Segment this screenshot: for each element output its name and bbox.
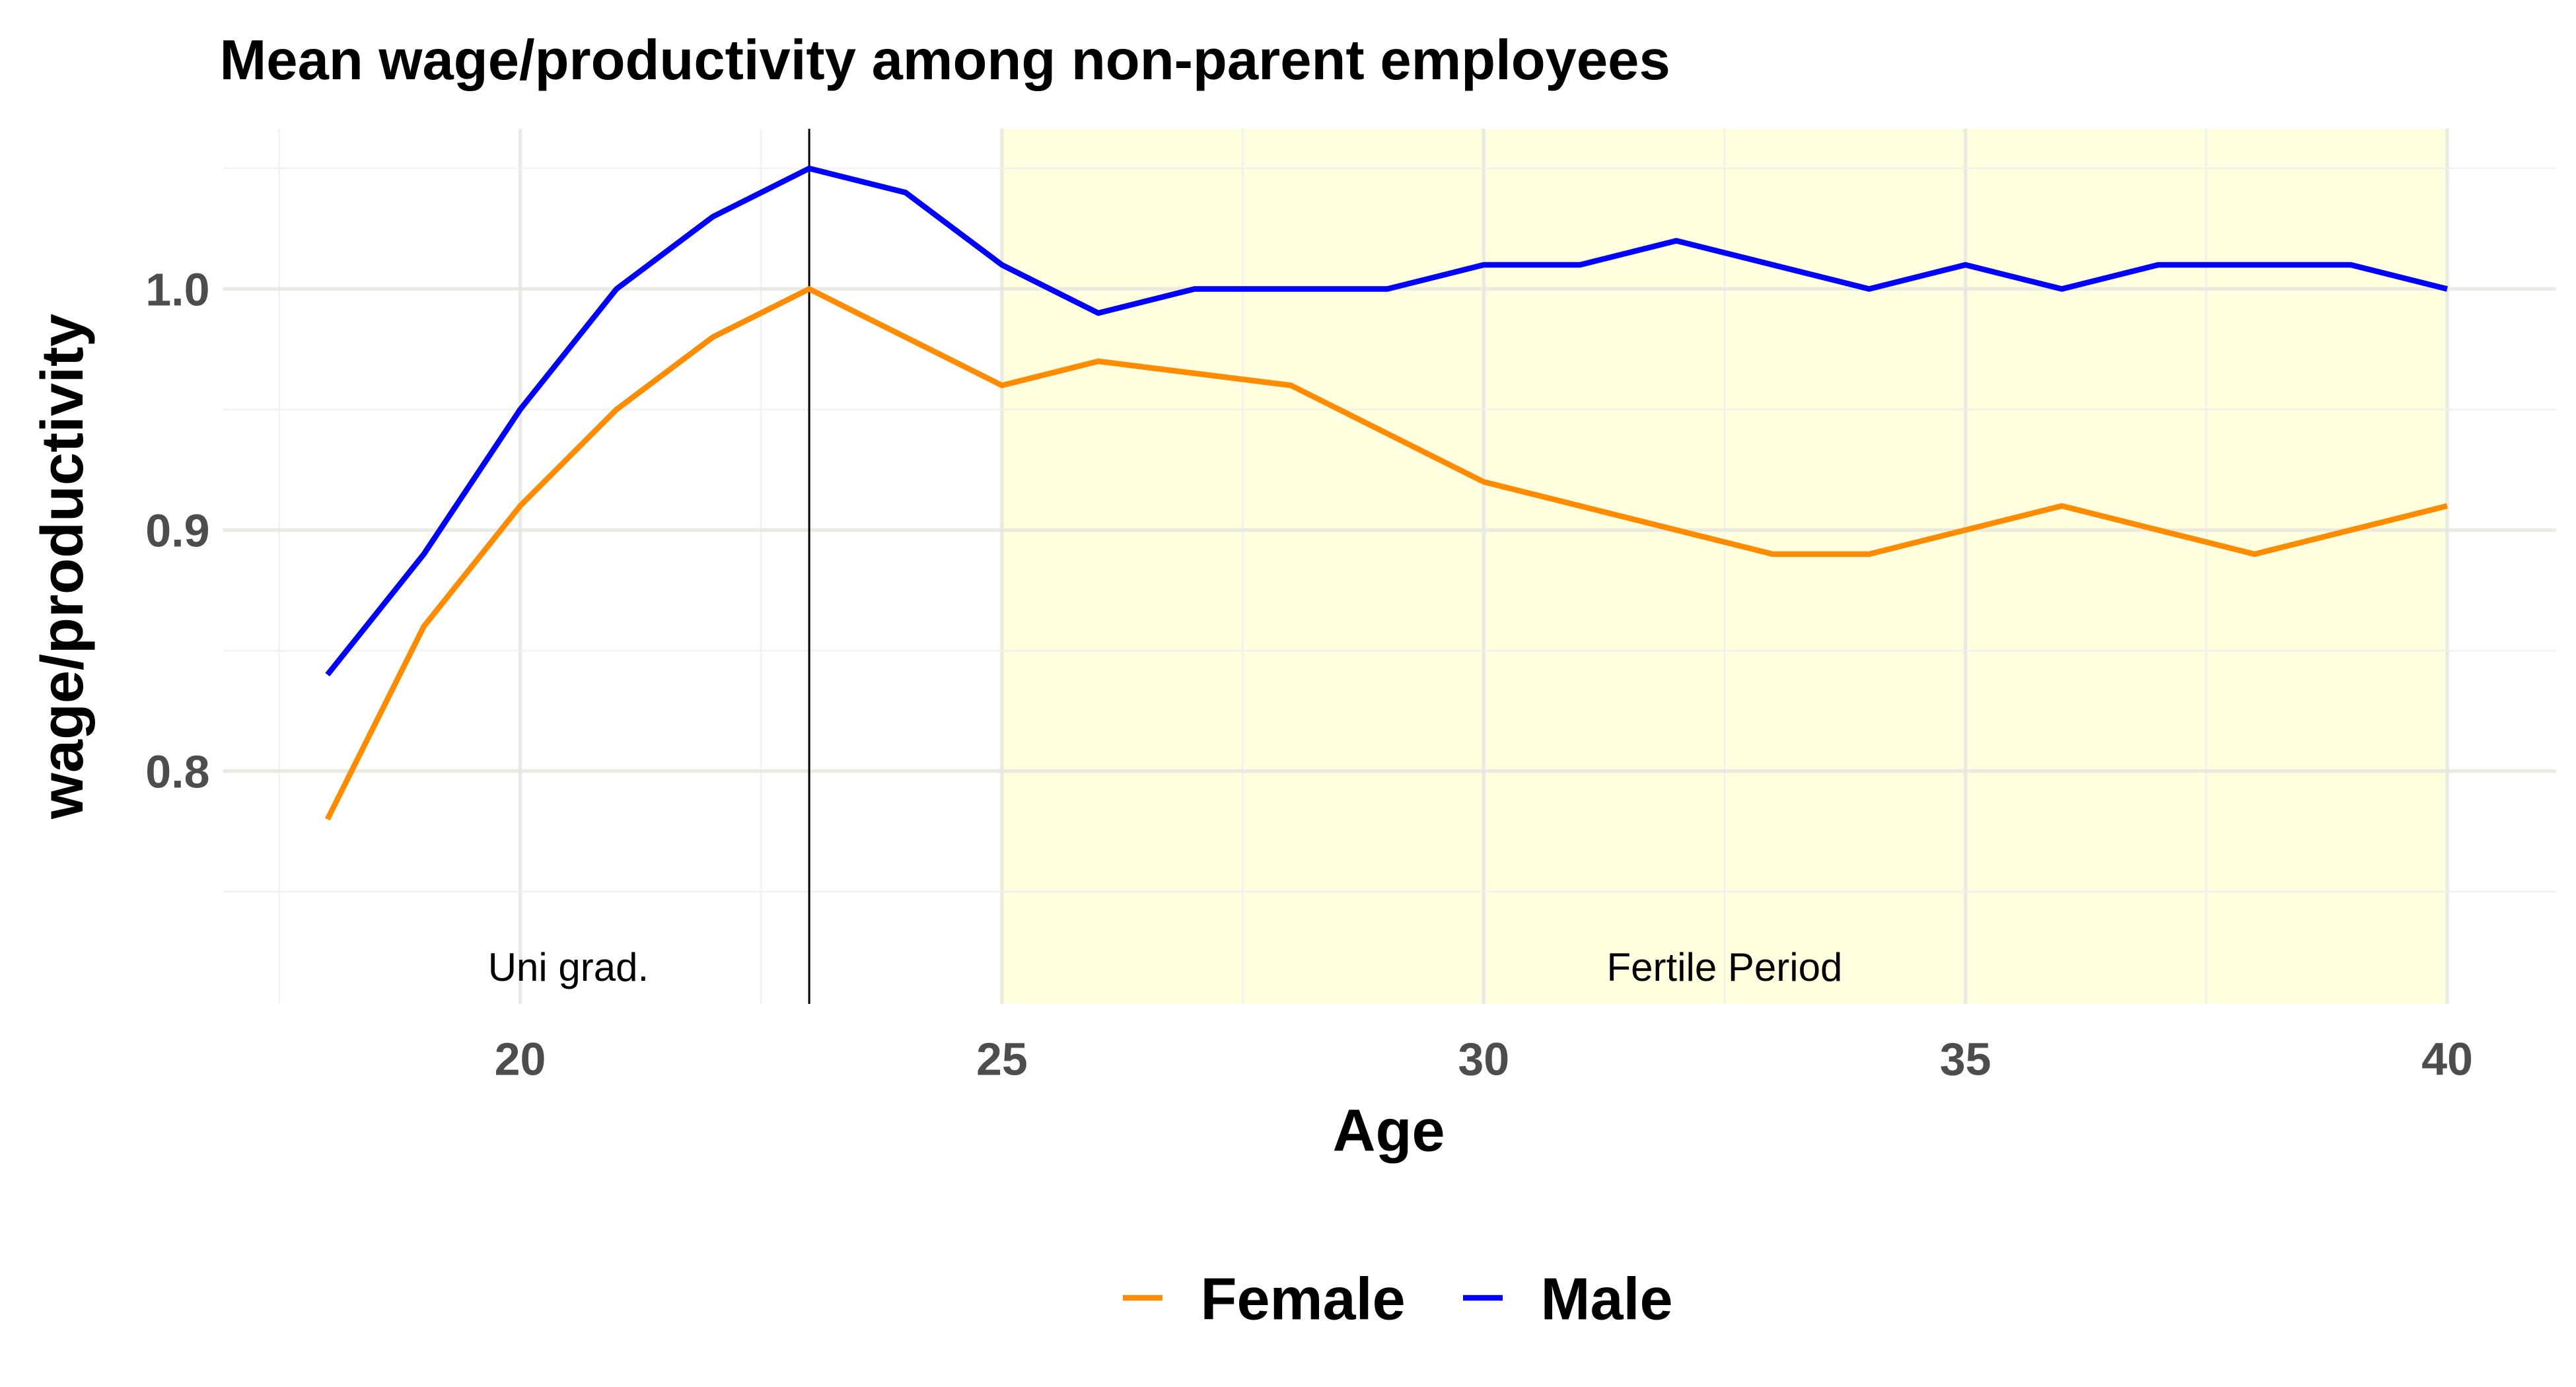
x-tick-label: 30 xyxy=(1458,1034,1509,1085)
y-axis-label: wage/productivity xyxy=(30,314,96,820)
y-tick-label: 1.0 xyxy=(145,264,209,316)
y-tick-label: 0.9 xyxy=(145,505,209,557)
series-line-male xyxy=(325,165,2449,677)
x-tick-label: 25 xyxy=(976,1034,1028,1085)
annotation-label: Fertile Period xyxy=(1607,945,1843,989)
x-axis-label: Age xyxy=(1332,1098,1445,1164)
chart-title: Mean wage/productivity among non-parent … xyxy=(220,29,1670,92)
legend: Female Male xyxy=(1123,1267,1673,1333)
y-tick-label: 0.8 xyxy=(145,746,209,798)
legend-label-female: Female xyxy=(1201,1267,1406,1333)
annotation-label: Uni grad. xyxy=(488,945,649,989)
legend-label-male: Male xyxy=(1541,1267,1673,1333)
x-tick-label: 40 xyxy=(2421,1034,2473,1085)
series-line-female xyxy=(324,286,2449,821)
x-tick-label: 35 xyxy=(1940,1034,1991,1085)
x-tick-label: 20 xyxy=(495,1034,546,1085)
